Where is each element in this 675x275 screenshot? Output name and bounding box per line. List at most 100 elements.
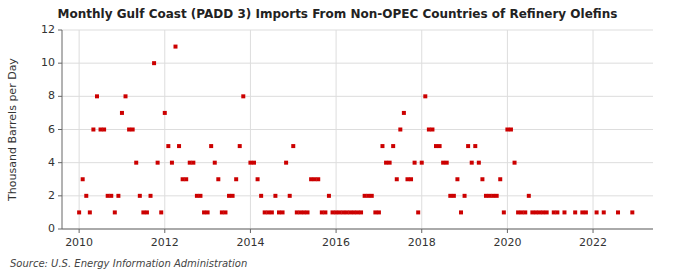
point [380, 144, 384, 148]
point [459, 210, 463, 214]
point [413, 161, 417, 165]
point [502, 210, 506, 214]
point [84, 194, 88, 198]
point [184, 177, 188, 181]
point [188, 161, 192, 165]
point [345, 210, 349, 214]
x-tick-label: 2012 [151, 236, 179, 249]
point [166, 144, 170, 148]
point [206, 210, 210, 214]
point [149, 194, 153, 198]
point [313, 177, 317, 181]
point [77, 210, 81, 214]
point [170, 161, 174, 165]
grid [62, 30, 653, 229]
point [241, 94, 245, 98]
y-tick-label: 2 [48, 189, 55, 202]
y-grid-line [62, 96, 653, 97]
x-grid-line [421, 30, 422, 229]
point [455, 177, 459, 181]
point [434, 144, 438, 148]
point [273, 194, 277, 198]
point [281, 210, 285, 214]
point [291, 144, 295, 148]
point [480, 177, 484, 181]
point [156, 161, 160, 165]
point [491, 194, 495, 198]
point [113, 210, 117, 214]
title: Monthly Gulf Coast (PADD 3) Imports From… [58, 7, 618, 21]
y-tick [58, 229, 62, 230]
point [538, 210, 542, 214]
point [448, 194, 452, 198]
point [252, 161, 256, 165]
point [127, 128, 131, 132]
point [562, 210, 566, 214]
point [81, 177, 85, 181]
x-grid-line [79, 30, 80, 229]
point [555, 210, 559, 214]
point [484, 194, 488, 198]
point [298, 210, 302, 214]
point [227, 194, 231, 198]
point [248, 161, 252, 165]
point [134, 161, 138, 165]
point [223, 210, 227, 214]
x-grid-line [336, 30, 337, 229]
point [263, 210, 267, 214]
point [470, 161, 474, 165]
point [530, 210, 534, 214]
point [88, 210, 92, 214]
point [159, 210, 163, 214]
point [352, 210, 356, 214]
point [124, 94, 128, 98]
point [602, 210, 606, 214]
x-tick-label: 2014 [236, 236, 264, 249]
point [309, 177, 313, 181]
point [209, 144, 213, 148]
y-grid-line [62, 30, 653, 31]
point [238, 144, 242, 148]
x-tick-label: 2010 [65, 236, 93, 249]
point [466, 144, 470, 148]
chart: 0246810122010201220142016201820202022Mon… [0, 0, 675, 275]
point [488, 194, 492, 198]
point [495, 194, 499, 198]
point [288, 194, 292, 198]
point [102, 128, 106, 132]
x-tick [250, 229, 251, 233]
point [391, 144, 395, 148]
point [306, 210, 310, 214]
point [231, 194, 235, 198]
x-tick-label: 2022 [579, 236, 607, 249]
y-grid-line [62, 229, 653, 230]
point [356, 210, 360, 214]
point [573, 210, 577, 214]
point [595, 210, 599, 214]
point [116, 194, 120, 198]
x-tick-label: 2016 [322, 236, 350, 249]
point [423, 94, 427, 98]
y-tick-label: 0 [48, 222, 55, 235]
point [395, 177, 399, 181]
point [516, 210, 520, 214]
y-tick [58, 96, 62, 97]
point [195, 194, 199, 198]
x-tick-label: 2020 [493, 236, 521, 249]
point [213, 161, 217, 165]
point [366, 194, 370, 198]
point [270, 210, 274, 214]
point [498, 177, 502, 181]
point [316, 177, 320, 181]
point [131, 128, 135, 132]
y-axis-label: Thousand Barrels per Day [6, 58, 19, 202]
point [141, 210, 145, 214]
point [109, 194, 113, 198]
y-grid-line [62, 63, 653, 64]
point [523, 210, 527, 214]
point [370, 194, 374, 198]
point [534, 210, 538, 214]
point [334, 210, 338, 214]
point [452, 194, 456, 198]
point [173, 45, 177, 49]
